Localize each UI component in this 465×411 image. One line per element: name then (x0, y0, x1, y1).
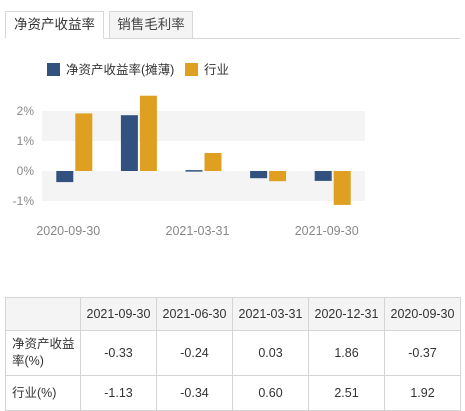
table-cell: 1.92 (384, 375, 461, 411)
table-row-industry: 行业(%) -1.13 -0.34 0.60 2.51 1.92 (5, 375, 461, 411)
y-tick-label: -1% (13, 194, 35, 208)
tab-roe[interactable]: 净资产收益率 (5, 11, 104, 39)
x-tick-label: 2021-09-30 (295, 224, 359, 238)
bar-chart: 2% 1% 0% -1% 2020-09-30 2021-03-31 2021-09-30 净… (13, 62, 365, 238)
table-header-date: 2020-12-31 (308, 297, 385, 331)
table-cell: -0.33 (80, 330, 157, 376)
table-row-roe: 净资产收益率(%) -0.33 -0.24 0.03 1.86 -0.37 (5, 330, 461, 376)
x-tick-label: 2021-03-31 (166, 224, 230, 238)
table-cell: -0.24 (156, 330, 233, 376)
table-header-corner (5, 297, 81, 331)
tab-gross-margin[interactable]: 销售毛利率 (109, 11, 193, 39)
bar-industry (333, 171, 351, 205)
table-header-date: 2021-03-31 (232, 297, 309, 331)
bar-industry (139, 95, 157, 171)
bar-industry (204, 153, 222, 171)
table-header-date: 2021-09-30 (80, 297, 157, 331)
table-header-row: 2021-09-30 2021-06-30 2021-03-31 2020-12… (5, 297, 461, 331)
table-cell: -1.13 (80, 375, 157, 411)
y-tick-label: 1% (17, 134, 35, 148)
legend-label: 行业 (204, 63, 229, 77)
tab-bar: 净资产收益率 销售毛利率 (5, 9, 460, 39)
data-table-container: 2021-09-30 2021-06-30 2021-03-31 2020-12… (5, 297, 461, 411)
bar-industry (75, 113, 93, 171)
table-cell: 2.51 (308, 375, 385, 411)
bar-industry (269, 171, 287, 182)
plot-band (42, 111, 365, 141)
row-label: 净资产收益率(%) (5, 330, 81, 376)
y-tick-label: 0% (17, 164, 35, 178)
table-header-date: 2021-06-30 (156, 297, 233, 331)
row-label: 行业(%) (5, 375, 81, 411)
x-tick-label: 2020-09-30 (36, 224, 100, 238)
bar-roe (185, 170, 203, 172)
bar-roe (120, 115, 138, 171)
bar-roe (56, 171, 74, 183)
table-cell: 0.03 (232, 330, 309, 376)
bar-roe (314, 171, 332, 181)
plot-band (42, 171, 365, 201)
table-cell: 1.86 (308, 330, 385, 376)
table-cell: -0.37 (384, 330, 461, 376)
bar-roe (250, 171, 268, 179)
table-cell: -0.34 (156, 375, 233, 411)
table-header-date: 2020-09-30 (384, 297, 461, 331)
legend-label: 净资产收益率(摊薄) (66, 62, 174, 77)
legend-swatch (185, 63, 198, 76)
tab-divider (5, 38, 460, 39)
table-cell: 0.60 (232, 375, 309, 411)
legend-swatch (47, 63, 60, 76)
y-tick-label: 2% (17, 104, 35, 118)
data-table: 2021-09-30 2021-06-30 2021-03-31 2020-12… (5, 297, 461, 411)
